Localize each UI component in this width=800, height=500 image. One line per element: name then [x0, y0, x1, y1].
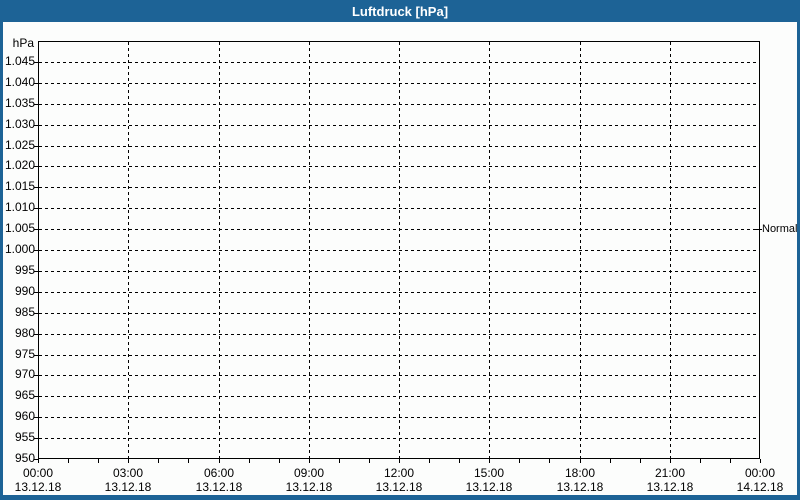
x-axis-minor-tick [730, 459, 731, 463]
y-tick-label: 1.015 [4, 179, 35, 193]
y-axis-tick [34, 292, 38, 293]
y-tick-label: 1.030 [4, 117, 35, 131]
y-axis-tick [34, 375, 38, 376]
x-tick-date-label: 13.12.18 [195, 480, 243, 494]
y-tick-label: 980 [14, 326, 35, 340]
y-axis-tick [34, 334, 38, 335]
plot-area [38, 41, 760, 459]
y-axis-tick [34, 459, 38, 460]
x-tick-date-label: 13.12.18 [375, 480, 423, 494]
y-axis-tick [34, 146, 38, 147]
x-axis-minor-tick [158, 459, 159, 463]
x-tick-time-label: 12:00 [383, 466, 415, 480]
y-tick-label: 965 [14, 388, 35, 402]
y-axis-tick [34, 104, 38, 105]
y-axis-tick [34, 187, 38, 188]
y-axis-tick [34, 208, 38, 209]
y-tick-label: 1.000 [4, 242, 35, 256]
x-axis-minor-tick [519, 459, 520, 463]
y-axis-tick [34, 250, 38, 251]
y-tick-label: 960 [14, 409, 35, 423]
x-axis-minor-tick [429, 459, 430, 463]
y-axis-tick [34, 229, 38, 230]
normal-annotation-label: Normal [762, 223, 798, 235]
vertical-gridline [128, 42, 129, 458]
x-axis-minor-tick [249, 459, 250, 463]
x-axis-minor-tick [459, 459, 460, 463]
window-border-bottom [0, 495, 800, 500]
x-axis-minor-tick [580, 459, 581, 463]
x-tick-date-label: 13.12.18 [646, 480, 694, 494]
x-axis-minor-tick [640, 459, 641, 463]
window-border-left [0, 22, 3, 500]
x-tick-date-label: 14.12.18 [736, 480, 784, 494]
y-tick-label: 955 [14, 430, 35, 444]
x-axis-minor-tick [399, 459, 400, 463]
y-tick-label: 1.025 [4, 138, 35, 152]
y-tick-label: 970 [14, 367, 35, 381]
y-axis-tick [34, 271, 38, 272]
y-tick-label: 975 [14, 347, 35, 361]
x-tick-time-label: 00:00 [22, 466, 54, 480]
y-axis-tick [34, 417, 38, 418]
y-tick-label: 1.010 [4, 200, 35, 214]
vertical-gridline [580, 42, 581, 458]
page-title: Luftdruck [hPa] [351, 4, 449, 19]
vertical-gridline [309, 42, 310, 458]
x-tick-time-label: 06:00 [203, 466, 235, 480]
title-bar: Luftdruck [hPa] [0, 0, 800, 22]
y-tick-label: 1.005 [4, 221, 35, 235]
y-axis-tick [34, 125, 38, 126]
y-axis-tick [34, 438, 38, 439]
x-tick-time-label: 18:00 [564, 466, 596, 480]
x-tick-time-label: 00:00 [744, 466, 776, 480]
x-axis-minor-tick [68, 459, 69, 463]
x-tick-time-label: 03:00 [112, 466, 144, 480]
y-tick-label: 1.045 [4, 54, 35, 68]
x-axis-minor-tick [339, 459, 340, 463]
vertical-gridline [670, 42, 671, 458]
y-axis-tick [34, 313, 38, 314]
x-axis-minor-tick [309, 459, 310, 463]
y-tick-label: 950 [14, 451, 35, 465]
vertical-gridline [399, 42, 400, 458]
y-tick-label: 1.035 [4, 96, 35, 110]
y-tick-label: 1.020 [4, 158, 35, 172]
y-axis-tick [34, 355, 38, 356]
y-axis-tick [34, 62, 38, 63]
x-tick-time-label: 21:00 [654, 466, 686, 480]
x-axis-minor-tick [670, 459, 671, 463]
y-tick-label: 990 [14, 284, 35, 298]
x-axis-minor-tick [128, 459, 129, 463]
x-tick-date-label: 13.12.18 [104, 480, 152, 494]
y-axis-unit-label: hPa [12, 36, 34, 50]
y-tick-label: 995 [14, 263, 35, 277]
x-axis-minor-tick [369, 459, 370, 463]
x-axis-minor-tick [489, 459, 490, 463]
y-tick-label: 985 [14, 305, 35, 319]
vertical-gridline [219, 42, 220, 458]
x-axis-minor-tick [98, 459, 99, 463]
y-axis-tick [34, 166, 38, 167]
vertical-gridline [489, 42, 490, 458]
y-axis-tick [34, 396, 38, 397]
x-axis-minor-tick [700, 459, 701, 463]
x-axis-minor-tick [549, 459, 550, 463]
x-axis-minor-tick [38, 459, 39, 463]
x-tick-time-label: 15:00 [473, 466, 505, 480]
x-tick-date-label: 13.12.18 [14, 480, 62, 494]
x-tick-date-label: 13.12.18 [285, 480, 333, 494]
x-axis-minor-tick [188, 459, 189, 463]
x-axis-minor-tick [219, 459, 220, 463]
x-axis-minor-tick [610, 459, 611, 463]
y-axis-tick [34, 83, 38, 84]
y-tick-label: 1.040 [4, 75, 35, 89]
x-axis-minor-tick [279, 459, 280, 463]
window-border-right [797, 22, 800, 500]
x-tick-date-label: 13.12.18 [556, 480, 604, 494]
x-tick-time-label: 09:00 [293, 466, 325, 480]
x-axis-minor-tick [760, 459, 761, 463]
x-tick-date-label: 13.12.18 [465, 480, 513, 494]
